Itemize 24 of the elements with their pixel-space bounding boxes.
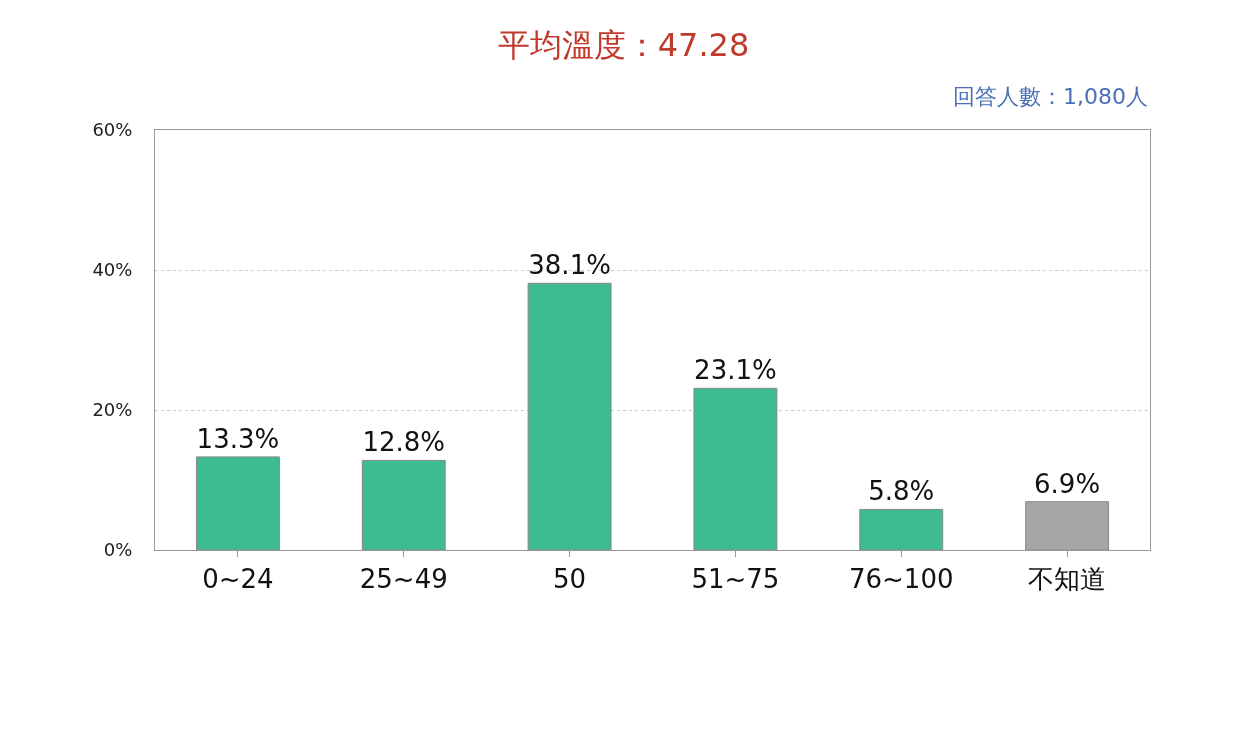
- x-tick-label: 0~24: [202, 564, 274, 595]
- y-tick-label: 0%: [103, 539, 133, 561]
- chart-title: 平均溫度：47.28: [497, 25, 750, 64]
- data-label: 6.9%: [1034, 468, 1101, 499]
- data-label: 5.8%: [868, 476, 935, 507]
- bar: [859, 508, 944, 550]
- data-label: 23.1%: [694, 355, 777, 386]
- bar: [693, 387, 778, 550]
- bar: [361, 459, 446, 550]
- bar: [527, 282, 612, 550]
- x-tick-label: 25~49: [359, 564, 448, 595]
- y-tick-label: 20%: [92, 399, 133, 421]
- data-label: 38.1%: [528, 250, 611, 281]
- y-tick-label: 60%: [92, 119, 133, 141]
- bar: [1025, 501, 1110, 550]
- y-tick-label: 40%: [92, 259, 133, 281]
- chart-subtitle: 回答人數：1,080人: [953, 84, 1148, 109]
- x-tick-label: 76~100: [849, 564, 954, 595]
- x-tick-label: 50: [553, 564, 587, 595]
- x-tick-label: 51~75: [691, 564, 780, 595]
- data-label: 13.3%: [196, 423, 280, 454]
- x-tick-label: 不知道: [1028, 564, 1107, 595]
- bar: [195, 456, 280, 550]
- data-label: 12.8%: [362, 427, 446, 458]
